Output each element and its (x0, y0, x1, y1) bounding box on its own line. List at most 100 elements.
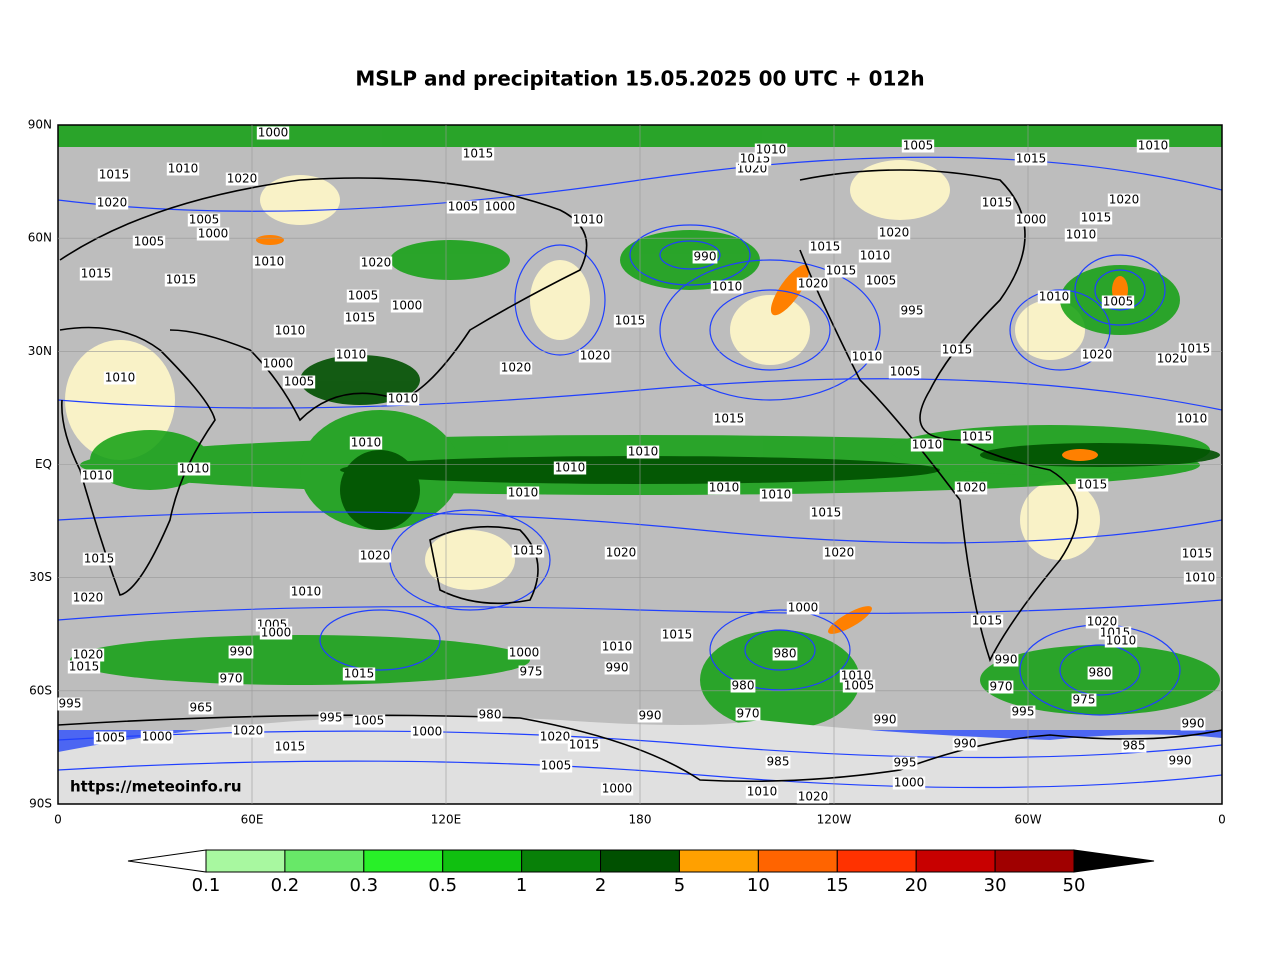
isobar-label-box (839, 669, 873, 683)
lat-label: 60N (28, 231, 52, 245)
isobar-label-box (1071, 693, 1097, 707)
isobar-label-box (1014, 152, 1048, 166)
isobar-label: 985 (767, 755, 790, 769)
isobar-label-box (899, 304, 925, 318)
isobar-label-box (93, 731, 127, 745)
lat-label: 30S (29, 570, 52, 584)
isobar-label-box (1014, 213, 1048, 227)
isobar-label-box (730, 679, 756, 693)
isobar-label: 1010 (105, 371, 136, 385)
isobar-label: 1020 (501, 361, 532, 375)
colorbar-box (284, 849, 365, 873)
isobar-label: 1020 (798, 790, 829, 804)
isobar-label-box (1080, 348, 1114, 362)
isobar-label-box (187, 213, 221, 227)
isobar-label: 1015 (84, 552, 115, 566)
isobar-label: 995 (894, 756, 917, 770)
isobar-label: 1010 (602, 640, 633, 654)
isobar-label: 1000 (263, 357, 294, 371)
isobar-label: 1020 (879, 226, 910, 240)
isobar-label-box (707, 481, 741, 495)
isobar-label-box (952, 737, 978, 751)
isobar-label-box (506, 486, 540, 500)
isobar-label: 1015 (569, 738, 600, 752)
isobar-label-box (318, 711, 344, 725)
isobar-label-box (786, 601, 820, 615)
isobar-label-box (483, 200, 517, 214)
isobar-label: 1015 (662, 628, 693, 642)
isobar-label-box (796, 277, 830, 291)
isobar-label: 1020 (360, 549, 391, 563)
isobar-label: 1000 (788, 601, 819, 615)
isobar-label-box (600, 782, 634, 796)
isobar-label: 1020 (824, 546, 855, 560)
isobar-label: 1020 (606, 546, 637, 560)
isobar-label: 1000 (894, 776, 925, 790)
isobar-label-box (571, 213, 605, 227)
isobar-label-box (735, 707, 761, 721)
isobar-label-box (1087, 666, 1113, 680)
isobar-label: 1015 (1182, 547, 1213, 561)
isobar-label-box (446, 200, 480, 214)
isobar-label: 970 (990, 680, 1013, 694)
isobar-label: 1015 (1180, 342, 1211, 356)
isobar-label-box (1010, 705, 1036, 719)
isobar-label: 1015 (81, 267, 112, 281)
isobar-label-box (754, 143, 788, 157)
lat-label: EQ (35, 457, 52, 471)
isobar-label-box (980, 196, 1014, 210)
isobar-label-box (600, 640, 634, 654)
isobar-label: 1010 (351, 436, 382, 450)
lon-label: 60W (1014, 813, 1041, 827)
colorbar-box (836, 849, 917, 873)
isobar-label: 1010 (1039, 290, 1070, 304)
isobar-label-box (188, 701, 214, 715)
isobar-label-box (358, 549, 392, 563)
lat-label: 90S (29, 797, 52, 811)
isobar-label: 1015 (615, 314, 646, 328)
isobar-label-box (518, 665, 544, 679)
lon-label: 120W (817, 813, 852, 827)
isobar-label: 1010 (388, 392, 419, 406)
isobar-label-box (1037, 290, 1071, 304)
colorbar-box (205, 849, 286, 873)
isobar-label: 1010 (508, 486, 539, 500)
colorbar-label: 30 (984, 875, 1007, 896)
isobar-label-box (334, 348, 368, 362)
colorbar-label: 0.1 (192, 875, 221, 896)
isobar-label: 1000 (412, 725, 443, 739)
isobar-label: 1020 (73, 591, 104, 605)
isobar-label-box (626, 445, 660, 459)
colorbar-label: 2 (595, 875, 606, 896)
isobar-label-box (960, 430, 994, 444)
isobar-label: 990 (874, 713, 897, 727)
isobar-label: 1015 (1016, 152, 1047, 166)
isobar-label-box (499, 361, 533, 375)
isobar-label: 1015 (810, 240, 841, 254)
isobar-label-box (1104, 634, 1138, 648)
colorbar-label: 15 (826, 875, 849, 896)
isobar-label-box (822, 546, 856, 560)
isobar-label-box (578, 349, 612, 363)
title: MSLP and precipitation 15.05.2025 00 UTC… (355, 67, 924, 91)
isobar-label-box (1085, 615, 1119, 629)
isobar-label: 1010 (756, 143, 787, 157)
isobar-label: 980 (774, 647, 797, 661)
isobar-label-box (604, 546, 638, 560)
isobar-label-box (710, 280, 744, 294)
isobar-label: 975 (1073, 693, 1096, 707)
isobar-label: 990 (1169, 754, 1192, 768)
colorbar-label: 10 (747, 875, 770, 896)
isobar-label: 990 (606, 661, 629, 675)
isobar-label: 1015 (811, 506, 842, 520)
isobar-label: 1020 (233, 724, 264, 738)
isobar-label: 1015 (345, 311, 376, 325)
isobar-label: 1010 (841, 669, 872, 683)
isobar-label: 1005 (866, 274, 897, 288)
isobar-label: 1015 (1077, 478, 1108, 492)
isobar-label: 1010 (179, 462, 210, 476)
isobar-label: 1010 (1138, 139, 1169, 153)
isobar-label-box (57, 697, 83, 711)
isobar-label-box (910, 438, 944, 452)
isobar-label: 995 (59, 697, 82, 711)
